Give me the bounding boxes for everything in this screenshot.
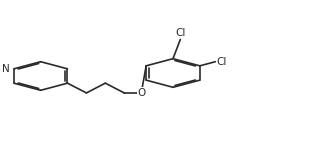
Text: O: O [137,88,146,98]
Text: Cl: Cl [216,57,227,67]
Text: N: N [2,64,10,74]
Text: Cl: Cl [176,28,186,38]
